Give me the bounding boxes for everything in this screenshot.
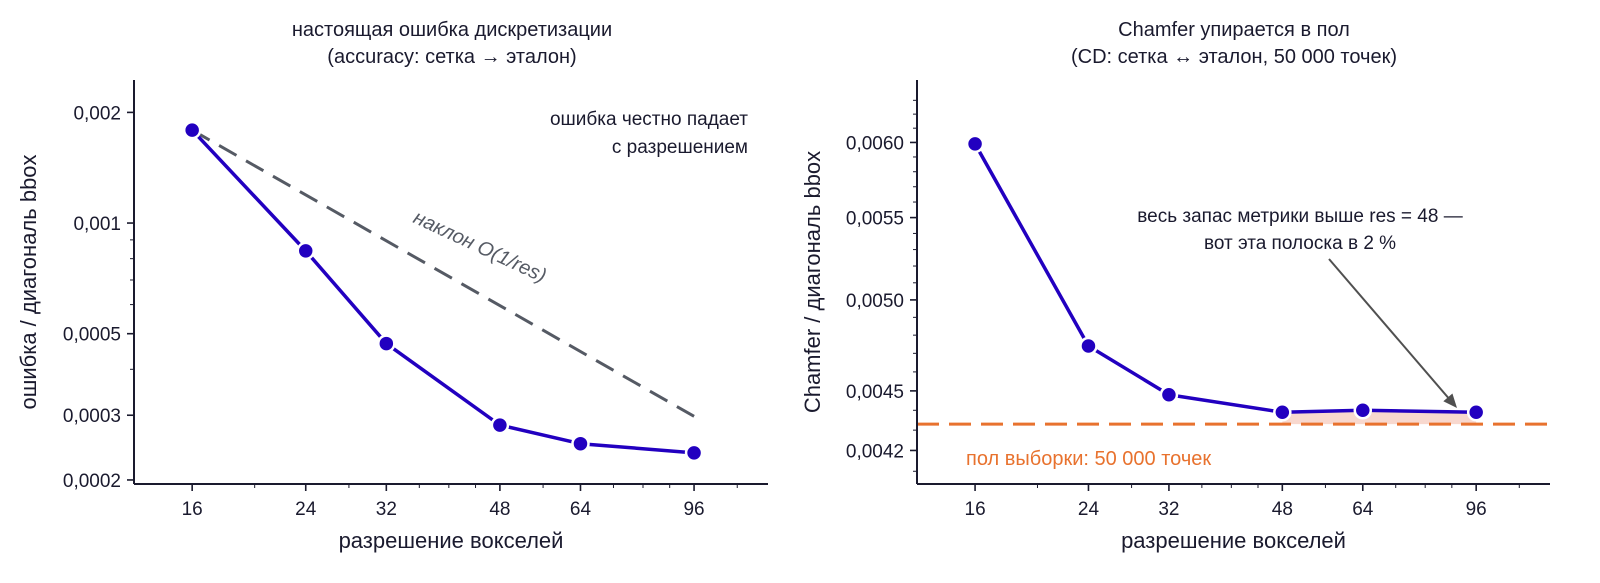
y-tick-label: 0,0005 <box>63 325 121 346</box>
data-point <box>684 443 704 463</box>
chart-subtitle-line-2: (CD: сетка ↔ эталон, 50 000 точек) <box>1071 46 1397 68</box>
reference-slope-label: наклон O(1/res) <box>410 207 550 288</box>
y-axis-label: Chamfer / диагональ bbox <box>800 151 825 413</box>
floor-label: пол выборки: 50 000 точек <box>966 448 1211 470</box>
chart-title-line-1: Chamfer упирается в пол <box>1118 19 1350 41</box>
data-point <box>296 241 315 261</box>
note-line-1: ошибка честно падает <box>550 109 748 130</box>
annotation-arrowhead <box>1443 393 1457 408</box>
x-axis-label: разрешение вокселей <box>339 528 564 553</box>
data-point <box>1079 336 1098 356</box>
annotation-line-2: вот эта полоска в 2 % <box>1204 233 1396 254</box>
data-point <box>182 120 202 140</box>
y-tick-label: 0,0042 <box>846 441 904 462</box>
annotation-line-1: весь запас метрики выше res = 48 — <box>1137 206 1462 227</box>
panel-2: Chamfer упирается в пол (CD: сетка ↔ этал… <box>800 19 1550 553</box>
x-tick-label: 96 <box>1466 499 1487 520</box>
y-tick-label: 0,0055 <box>846 209 904 230</box>
x-tick-label: 16 <box>965 499 986 520</box>
y-tick-label: 0,001 <box>73 214 121 235</box>
data-point <box>490 415 510 435</box>
data-point <box>1466 403 1486 422</box>
series-line <box>973 143 1477 415</box>
chart-title-line-1: настоящая ошибка дискретизации <box>292 19 612 41</box>
x-tick-label: 64 <box>570 499 592 520</box>
y-tick-label: 0,0003 <box>63 406 121 427</box>
x-tick-label: 32 <box>376 499 397 520</box>
chart-subtitle-line-2: (accuracy: сетка → эталон) <box>327 46 576 68</box>
data-point <box>377 334 396 353</box>
data-point <box>1159 385 1179 404</box>
y-tick-label: 0,0060 <box>846 133 904 154</box>
x-tick-label: 32 <box>1158 499 1179 520</box>
x-tick-label: 48 <box>1272 499 1293 520</box>
annotation-arrow <box>1328 258 1452 402</box>
x-tick-label: 48 <box>489 499 510 520</box>
note-line-2: с разрешением <box>612 137 748 158</box>
data-point <box>571 434 590 453</box>
y-axis-label: ошибка / диагональ bbox <box>16 154 41 409</box>
reference-slope-line <box>191 128 695 418</box>
y-tick-label: 0,0002 <box>63 471 121 492</box>
x-tick-label: 24 <box>1078 499 1100 520</box>
y-tick-label: 0,0050 <box>846 291 904 312</box>
data-point <box>1273 403 1292 422</box>
x-tick-label: 64 <box>1352 499 1374 520</box>
x-tick-label: 96 <box>683 499 704 520</box>
series-line <box>190 128 695 455</box>
margin-band <box>1282 410 1477 425</box>
x-axis-label: разрешение вокселей <box>1121 528 1346 553</box>
data-point <box>965 134 985 154</box>
x-tick-label: 16 <box>182 499 203 520</box>
x-tick-label: 24 <box>295 499 317 520</box>
data-point <box>1353 401 1373 420</box>
panel-1: настоящая ошибка дискретизации (accuracy:… <box>16 19 768 553</box>
y-tick-label: 0,0045 <box>846 382 904 403</box>
y-tick-label: 0,002 <box>73 103 121 124</box>
